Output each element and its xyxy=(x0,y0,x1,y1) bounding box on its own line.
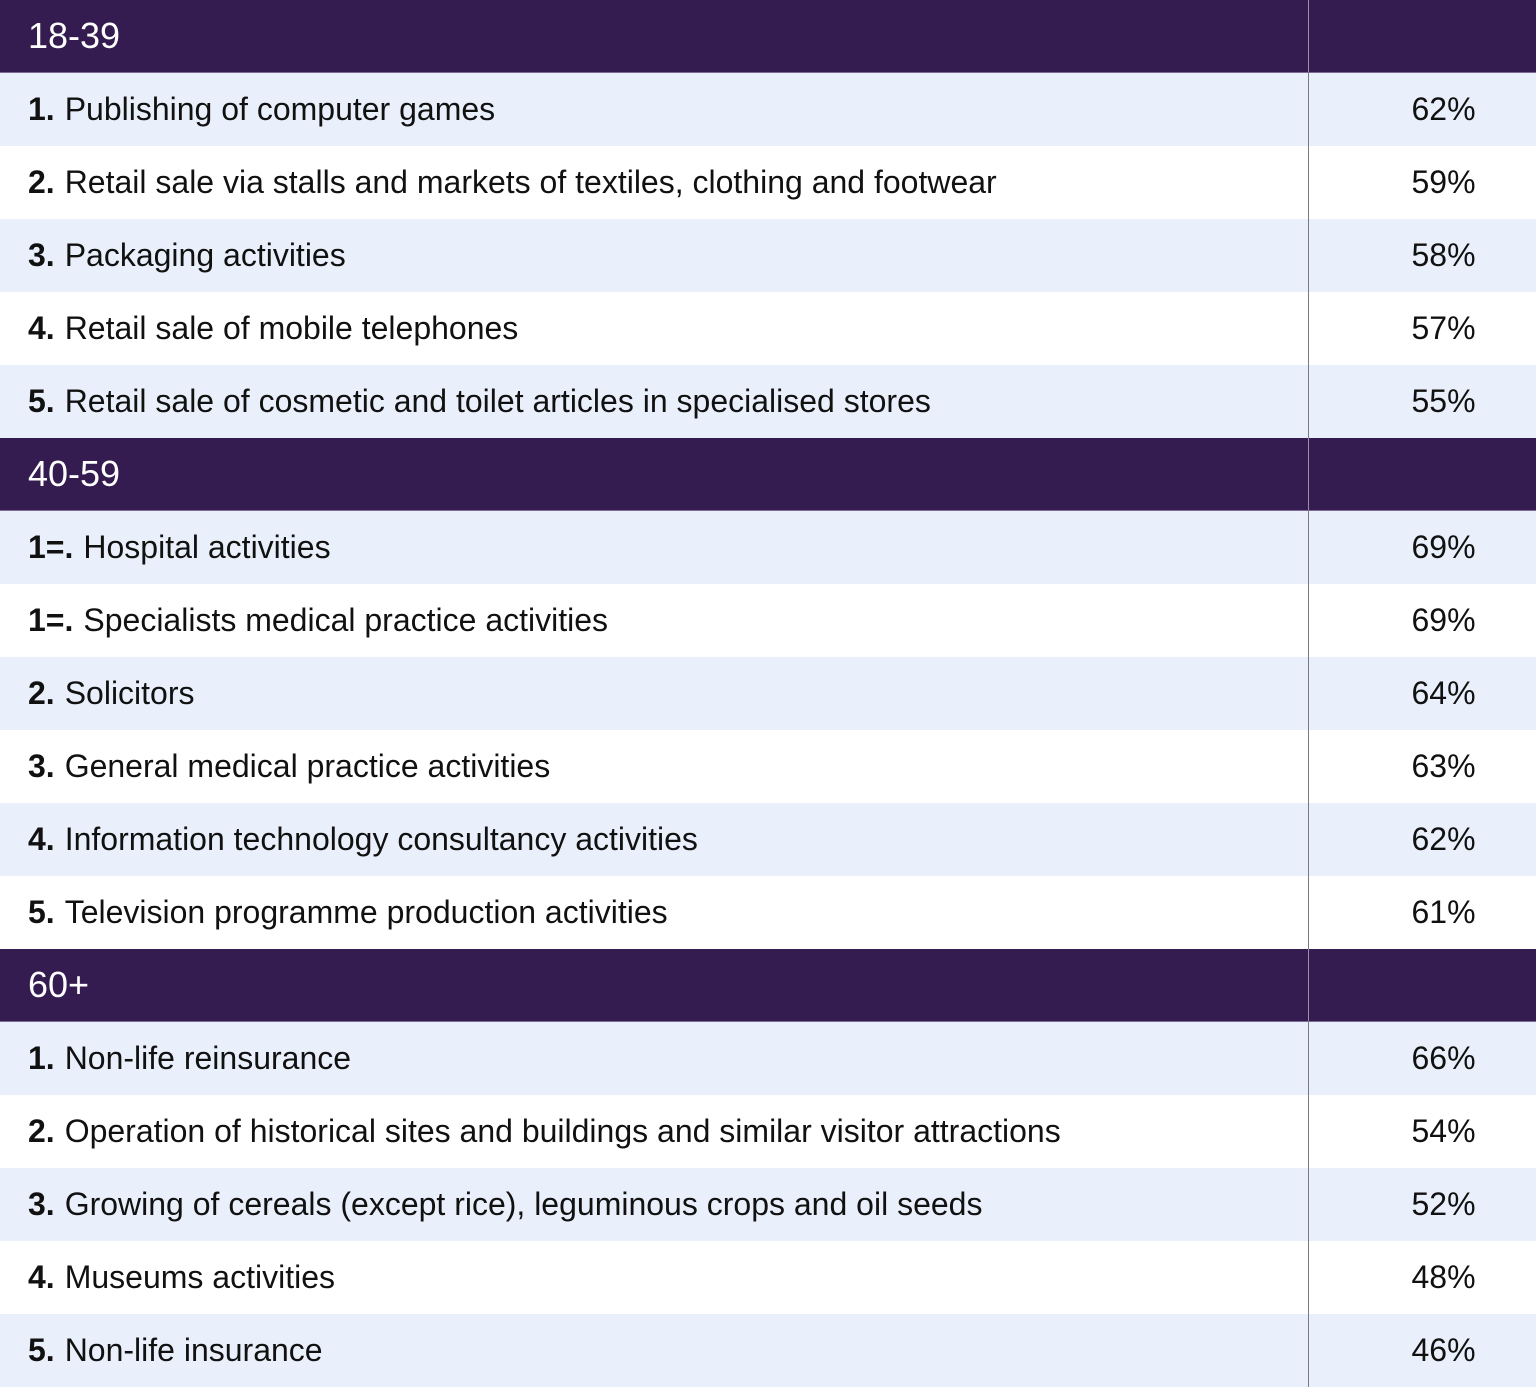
table-row: 1. Non-life reinsurance 66% xyxy=(0,1022,1536,1095)
percentage-value: 69% xyxy=(1411,529,1476,565)
table-row: 5. Retail sale of cosmetic and toilet art… xyxy=(0,365,1536,438)
percentage-value: 59% xyxy=(1411,164,1476,200)
section-header-row: 40-59 xyxy=(0,438,1536,511)
industry-name: Retail sale of cosmetic and toilet artic… xyxy=(64,383,931,419)
percentage-value: 57% xyxy=(1411,310,1476,346)
percentage-value: 64% xyxy=(1411,675,1476,711)
industry-name: Non-life reinsurance xyxy=(64,1040,352,1076)
industry-cell: 4. Retail sale of mobile telephones xyxy=(0,292,1309,365)
table-row: 1. Publishing of computer games 62% xyxy=(0,73,1536,146)
table-row: 5. Television programme production activi… xyxy=(0,876,1536,949)
section-title: 60+ xyxy=(0,949,1309,1021)
table-row: 2. Retail sale via stalls and markets of … xyxy=(0,146,1536,219)
percentage-value: 66% xyxy=(1411,1040,1476,1076)
section-title: 40-59 xyxy=(0,438,1309,510)
percentage-value: 46% xyxy=(1411,1332,1476,1368)
industry-name: General medical practice activities xyxy=(64,748,551,784)
industry-name: Specialists medical practice activities xyxy=(83,602,609,638)
industry-cell: 4. Museums activities xyxy=(0,1241,1309,1314)
rank: 2. xyxy=(28,164,55,200)
percentage-value: 62% xyxy=(1411,821,1476,857)
industry-name: Retail sale of mobile telephones xyxy=(64,310,519,346)
rank: 3. xyxy=(28,748,55,784)
section-header-row: 18-39 xyxy=(0,0,1536,73)
table-row: 5. Non-life insurance 46% xyxy=(0,1314,1536,1387)
industry-name: Television programme production activiti… xyxy=(64,894,668,930)
percentage-value: 55% xyxy=(1411,383,1476,419)
industry-name: Hospital activities xyxy=(83,529,331,565)
percentage-value: 54% xyxy=(1411,1113,1476,1149)
rank: 1=. xyxy=(28,529,74,565)
industry-cell: 2. Operation of historical sites and buil… xyxy=(0,1095,1309,1168)
table-row: 4. Information technology consultancy act… xyxy=(0,803,1536,876)
section-header-row: 60+ xyxy=(0,949,1536,1022)
percentage-value: 62% xyxy=(1411,91,1476,127)
table-row: 3. Packaging activities 58% xyxy=(0,219,1536,292)
percentage-value: 58% xyxy=(1411,237,1476,273)
rank: 5. xyxy=(28,383,55,419)
rank: 4. xyxy=(28,1259,55,1295)
industry-cell: 1=. Hospital activities xyxy=(0,511,1309,584)
industry-name: Retail sale via stalls and markets of te… xyxy=(64,164,997,200)
industry-cell: 5. Non-life insurance xyxy=(0,1314,1309,1387)
table-row: 3. General medical practice activities 63% xyxy=(0,730,1536,803)
percentage-value: 48% xyxy=(1411,1259,1476,1295)
industry-name: Information technology consultancy activ… xyxy=(64,821,698,857)
industry-name: Publishing of computer games xyxy=(64,91,496,127)
rank: 4. xyxy=(28,821,55,857)
industry-name: Growing of cereals (except rice), legumi… xyxy=(64,1186,983,1222)
rank: 2. xyxy=(28,1113,55,1149)
industry-cell: 1. Publishing of computer games xyxy=(0,73,1309,146)
industry-name: Operation of historical sites and buildi… xyxy=(64,1113,1061,1149)
rank: 4. xyxy=(28,310,55,346)
industry-name: Solicitors xyxy=(64,675,195,711)
percentage-value: 52% xyxy=(1411,1186,1476,1222)
section-title: 18-39 xyxy=(0,0,1309,72)
table-row: 1=. Specialists medical practice activiti… xyxy=(0,584,1536,657)
industry-cell: 2. Retail sale via stalls and markets of … xyxy=(0,146,1309,219)
rank: 1. xyxy=(28,1040,55,1076)
industry-cell: 4. Information technology consultancy act… xyxy=(0,803,1309,876)
rank: 3. xyxy=(28,1186,55,1222)
industry-name: Non-life insurance xyxy=(64,1332,323,1368)
rank: 2. xyxy=(28,675,55,711)
table-row: 4. Museums activities 48% xyxy=(0,1241,1536,1314)
industry-cell: 5. Retail sale of cosmetic and toilet art… xyxy=(0,365,1309,438)
industry-cell: 3. General medical practice activities xyxy=(0,730,1309,803)
table-row: 2. Operation of historical sites and buil… xyxy=(0,1095,1536,1168)
industry-cell: 2. Solicitors xyxy=(0,657,1309,730)
industry-cell: 1=. Specialists medical practice activiti… xyxy=(0,584,1309,657)
industry-cell: 3. Growing of cereals (except rice), legu… xyxy=(0,1168,1309,1241)
industry-cell: 5. Television programme production activi… xyxy=(0,876,1309,949)
rank: 5. xyxy=(28,1332,55,1368)
percentage-value: 63% xyxy=(1411,748,1476,784)
industry-name: Packaging activities xyxy=(64,237,346,273)
table-row: 1=. Hospital activities 69% xyxy=(0,511,1536,584)
percentage-value: 69% xyxy=(1411,602,1476,638)
industry-cell: 3. Packaging activities xyxy=(0,219,1309,292)
table-row: 3. Growing of cereals (except rice), legu… xyxy=(0,1168,1536,1241)
percentage-value: 61% xyxy=(1411,894,1476,930)
table-row: 4. Retail sale of mobile telephones 57% xyxy=(0,292,1536,365)
rank: 1. xyxy=(28,91,55,127)
rank: 1=. xyxy=(28,602,74,638)
rank: 3. xyxy=(28,237,55,273)
industry-name: Museums activities xyxy=(64,1259,335,1295)
table-row: 2. Solicitors 64% xyxy=(0,657,1536,730)
rank: 5. xyxy=(28,894,55,930)
industry-cell: 1. Non-life reinsurance xyxy=(0,1022,1309,1095)
